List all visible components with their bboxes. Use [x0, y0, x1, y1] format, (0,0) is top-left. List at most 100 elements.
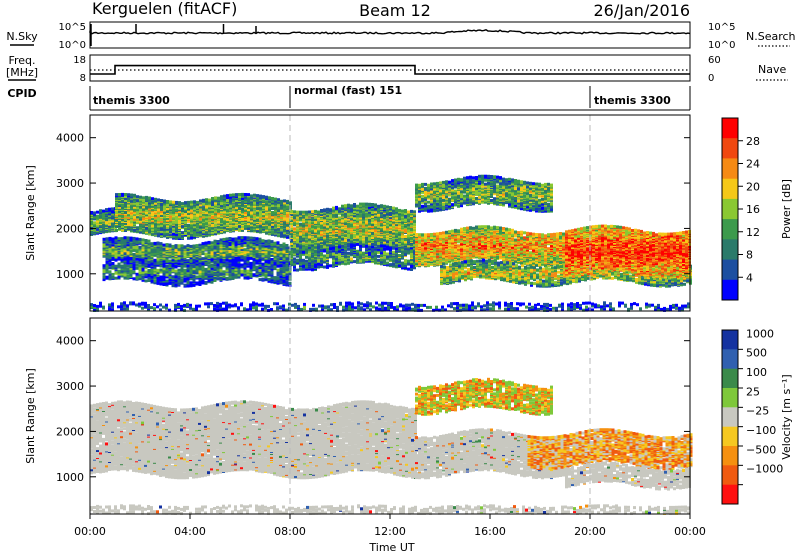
scatter-cell: [189, 304, 192, 307]
scatter-cell: [115, 272, 118, 275]
scatter-cell: [217, 263, 220, 266]
scatter-cell: [262, 278, 265, 281]
scatter-cell: [199, 275, 202, 278]
scatter-cell: [456, 302, 459, 305]
scatter-cell: [163, 200, 166, 203]
scatter-cell: [357, 307, 360, 310]
scatter-cell: [612, 307, 615, 310]
scatter-cell: [109, 273, 112, 276]
scatter-cell: [181, 279, 184, 282]
scatter-cell: [241, 259, 244, 262]
scatter-cell: [351, 305, 354, 308]
scatter-cell: [447, 304, 450, 307]
scatter-cell: [435, 306, 438, 309]
scatter-cell: [130, 194, 133, 197]
scatter-cell: [130, 237, 133, 240]
scatter-cell: [256, 194, 259, 197]
scatter-cell: [214, 196, 217, 199]
scatter-cell: [324, 305, 327, 308]
scatter-cell: [471, 301, 474, 304]
scatter-cell: [118, 270, 121, 273]
scatter-cell: [169, 271, 172, 274]
scatter-cell: [208, 241, 211, 244]
freq-tick-bottom: 8: [80, 73, 86, 84]
scatter-cell: [199, 244, 202, 247]
scatter-cell: [226, 237, 229, 240]
scatter-cell: [145, 196, 148, 199]
scatter-cell: [672, 304, 675, 307]
scatter-cell: [156, 305, 159, 308]
scatter-cell: [190, 281, 193, 284]
scatter-cell: [103, 238, 106, 241]
scatter-cell: [222, 308, 225, 311]
scatter-cell: [210, 302, 213, 305]
scatter-cell: [178, 201, 181, 204]
scatter-cell: [489, 303, 492, 306]
scatter-cell: [148, 240, 151, 243]
scatter-cell: [169, 244, 172, 247]
scatter-cell: [338, 235, 341, 238]
scatter-cell: [299, 211, 302, 214]
scatter-cell: [223, 270, 226, 273]
scatter-cell: [204, 302, 207, 305]
date-title: 26/Jan/2016: [593, 1, 690, 20]
scatter-cell: [477, 302, 480, 305]
frequency-panel: Freq. [MHz] 18 8 60 0 Nave: [6, 54, 788, 84]
cpid-panel: CPID themis 3300 normal (fast) 151 themi…: [7, 84, 690, 110]
scatter-cell: [241, 193, 244, 196]
scatter-cell: [219, 303, 222, 306]
scatter-cell: [453, 307, 456, 310]
scatter-cell: [102, 306, 105, 309]
scatter-cell: [283, 264, 286, 267]
scatter-cell: [498, 302, 501, 305]
scatter-cell: [214, 240, 217, 243]
scatter-cell: [208, 264, 211, 267]
scatter-cell: [265, 240, 268, 243]
scatter-cell: [192, 308, 195, 311]
scatter-cell: [159, 304, 162, 307]
scatter-cell: [238, 245, 241, 248]
scatter-cell: [163, 273, 166, 276]
scatter-cell: [193, 200, 196, 203]
scatter-cell: [342, 306, 345, 309]
scatter-cell: [109, 244, 112, 247]
scatter-cell: [250, 194, 253, 197]
scatter-cell: [283, 199, 286, 202]
scatter-cell: [305, 211, 308, 214]
scatter-cell: [118, 263, 121, 266]
scatter-cell: [639, 307, 642, 310]
scatter-cell: [256, 271, 259, 274]
scatter-cell: [115, 277, 118, 280]
scatter-cell: [630, 303, 633, 306]
scatter-cell: [250, 237, 253, 240]
scatter-cell: [148, 197, 151, 200]
scatter-cell: [130, 270, 133, 273]
scatter-cell: [127, 268, 130, 271]
scatter-cell: [153, 303, 156, 306]
scatter-cell: [289, 201, 292, 204]
cpid-segment-1: themis 3300: [93, 94, 170, 107]
scatter-cell: [259, 238, 262, 241]
scatter-cell: [537, 303, 540, 306]
scatter-cell: [597, 304, 600, 307]
scatter-cell: [135, 304, 138, 307]
scatter-cell: [157, 242, 160, 245]
scatter-cell: [314, 210, 317, 213]
scatter-cell: [112, 273, 115, 276]
scatter-cell: [133, 194, 136, 197]
scatter-cell: [202, 242, 205, 245]
scatter-cell: [96, 215, 99, 218]
scatter-cell: [594, 303, 597, 306]
scatter-cell: [141, 302, 144, 305]
scatter-cell: [163, 248, 166, 251]
scatter-cell: [280, 232, 283, 235]
scatter-cell: [178, 280, 181, 283]
scatter-cell: [235, 193, 238, 196]
scatter-cell: [567, 303, 570, 306]
scatter-cell: [181, 244, 184, 247]
scatter-cell: [229, 237, 232, 240]
scatter-cell: [226, 194, 229, 197]
nsearch-tick-bottom: 10^0: [708, 40, 735, 51]
scatter-cell: [157, 262, 160, 265]
scatter-cell: [279, 305, 282, 308]
